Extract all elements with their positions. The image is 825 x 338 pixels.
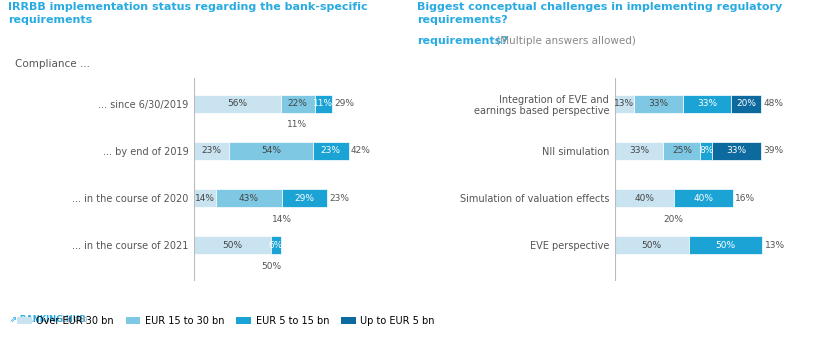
Text: 50%: 50% [223, 241, 243, 250]
Text: requirements?: requirements? [417, 36, 507, 46]
Text: by zeb: by zeb [62, 315, 87, 324]
Text: 6%: 6% [269, 241, 283, 250]
Legend: Over EUR 30 bn, EUR 15 to 30 bn, EUR 5 to 15 bn, Up to EUR 5 bn: Over EUR 30 bn, EUR 15 to 30 bn, EUR 5 t… [13, 312, 439, 330]
Bar [682, 95, 732, 113]
Text: 22%: 22% [288, 99, 308, 108]
Bar [615, 236, 689, 254]
Bar [194, 142, 229, 160]
Text: 29%: 29% [295, 194, 314, 202]
Bar [194, 236, 271, 254]
Text: 50%: 50% [262, 262, 281, 271]
Text: 33%: 33% [629, 146, 649, 155]
Text: 54%: 54% [262, 146, 281, 155]
Text: 56%: 56% [227, 99, 248, 108]
Text: IRRBB implementation status regarding the bank-specific
requirements: IRRBB implementation status regarding th… [8, 2, 368, 25]
Text: 23%: 23% [321, 146, 341, 155]
Text: 48%: 48% [763, 99, 783, 108]
Text: 20%: 20% [664, 215, 684, 223]
Bar [215, 189, 282, 207]
Text: 20%: 20% [736, 99, 757, 108]
Bar [194, 95, 280, 113]
Bar [615, 189, 674, 207]
Bar [271, 236, 280, 254]
Text: Compliance ...: Compliance ... [15, 59, 90, 69]
Bar [634, 95, 682, 113]
Text: 11%: 11% [313, 99, 333, 108]
Text: 13%: 13% [765, 241, 785, 250]
Text: 8%: 8% [699, 146, 714, 155]
Bar [314, 95, 332, 113]
Text: 39%: 39% [763, 146, 783, 155]
Text: 14%: 14% [195, 194, 214, 202]
Bar [689, 236, 762, 254]
Bar [674, 189, 733, 207]
Text: 33%: 33% [648, 99, 668, 108]
Text: 33%: 33% [727, 146, 747, 155]
Text: 50%: 50% [715, 241, 736, 250]
Text: 13%: 13% [614, 99, 634, 108]
Bar [732, 95, 761, 113]
Bar [280, 95, 314, 113]
Bar [282, 189, 327, 207]
Text: 40%: 40% [693, 194, 714, 202]
Text: 43%: 43% [238, 194, 259, 202]
Text: 33%: 33% [697, 99, 717, 108]
Bar [700, 142, 712, 160]
Text: Biggest conceptual challenges in implementing regulatory
requirements?: Biggest conceptual challenges in impleme… [417, 2, 782, 25]
Bar [712, 142, 761, 160]
Bar [229, 142, 313, 160]
Text: 14%: 14% [272, 215, 292, 223]
Text: 40%: 40% [634, 194, 654, 202]
Text: ⇗ BANKING HUB: ⇗ BANKING HUB [10, 315, 86, 324]
Text: 29%: 29% [334, 99, 354, 108]
Text: 50%: 50% [642, 241, 662, 250]
Text: 23%: 23% [201, 146, 222, 155]
Text: 42%: 42% [351, 146, 370, 155]
Bar [615, 142, 663, 160]
Bar [313, 142, 348, 160]
Bar [663, 142, 700, 160]
Text: 23%: 23% [329, 194, 349, 202]
Bar [615, 95, 634, 113]
Bar [194, 189, 215, 207]
Text: 16%: 16% [735, 194, 755, 202]
Text: 11%: 11% [287, 120, 308, 129]
Text: (Multiple answers allowed): (Multiple answers allowed) [493, 36, 635, 46]
Text: 25%: 25% [672, 146, 692, 155]
